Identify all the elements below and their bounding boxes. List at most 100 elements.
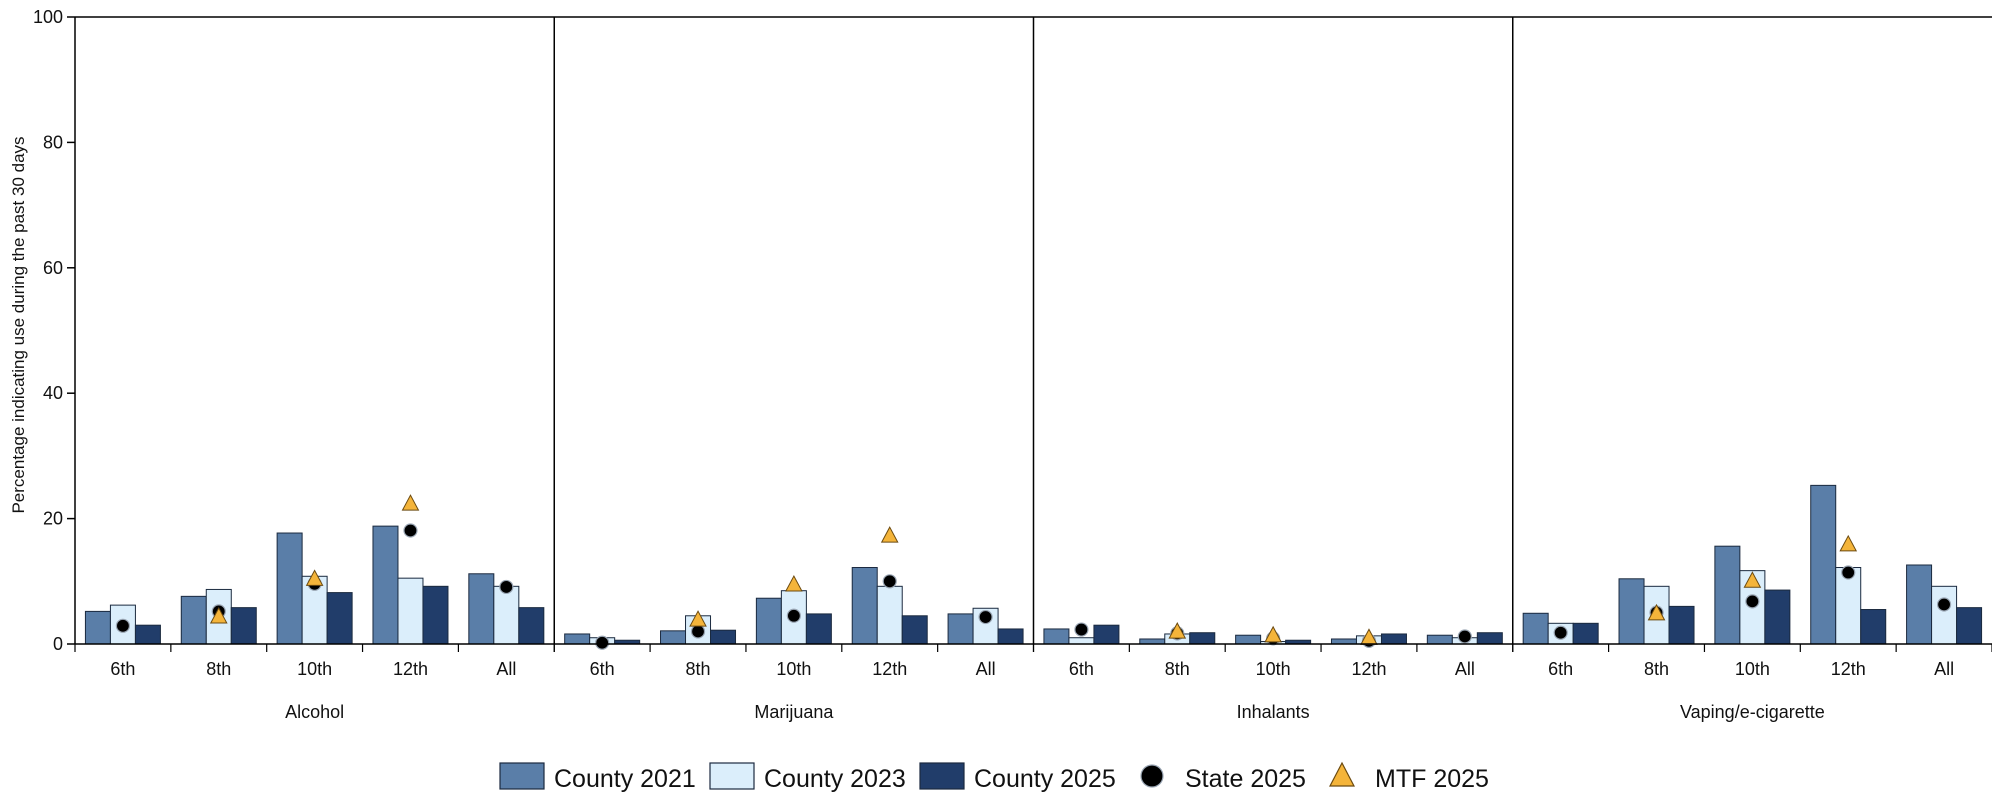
state-marker bbox=[978, 609, 993, 625]
grade-label: All bbox=[496, 659, 516, 679]
group-label: Alcohol bbox=[285, 702, 344, 722]
legend-label: County 2023 bbox=[764, 765, 906, 793]
bar bbox=[372, 525, 399, 645]
mtf-marker bbox=[689, 610, 707, 627]
state-marker bbox=[1553, 625, 1568, 640]
legend-swatch bbox=[499, 762, 545, 790]
bar bbox=[1668, 605, 1695, 645]
mtf-marker bbox=[785, 574, 803, 592]
state-marker bbox=[1841, 565, 1856, 580]
bar bbox=[84, 610, 111, 645]
grade-label: 6th bbox=[1069, 659, 1094, 679]
bar bbox=[901, 615, 928, 645]
axes-layer: 0 20 40 60 80 100 6th 8th 10th 12th All Alcohol 6th 8… bbox=[33, 7, 1992, 722]
legend-label: MTF 2025 bbox=[1375, 765, 1489, 793]
y-tick-label: 0 bbox=[53, 634, 63, 654]
state-marker bbox=[690, 624, 706, 639]
bar bbox=[422, 585, 449, 645]
bar bbox=[1714, 545, 1741, 645]
y-tick-label: 40 bbox=[43, 383, 63, 403]
mtf-marker bbox=[401, 494, 420, 511]
bar bbox=[276, 532, 303, 645]
grade-label: 8th bbox=[686, 659, 711, 679]
state-marker bbox=[1074, 622, 1089, 637]
grade-label: All bbox=[1934, 659, 1954, 679]
grade-label: 8th bbox=[1644, 659, 1669, 679]
bar bbox=[180, 595, 207, 645]
state-marker bbox=[403, 523, 418, 538]
grade-label: 10th bbox=[1735, 659, 1770, 679]
bar bbox=[326, 592, 353, 645]
mtf-marker bbox=[1647, 603, 1666, 621]
bar bbox=[1810, 484, 1837, 645]
state-marker bbox=[499, 579, 514, 595]
bar bbox=[710, 629, 737, 645]
bar bbox=[997, 628, 1024, 645]
grade-label: 10th bbox=[1256, 659, 1291, 679]
mtf-marker bbox=[1743, 571, 1762, 588]
y-axis-label: Percentage indicating use during the pas… bbox=[9, 136, 28, 513]
legend: County 2021 County 2023 County 2025 State 2… bbox=[499, 761, 1489, 793]
bar bbox=[1860, 609, 1887, 645]
state-marker bbox=[1745, 594, 1760, 609]
state-marker bbox=[595, 635, 610, 650]
group-label: Vaping/e-cigarette bbox=[1680, 702, 1825, 722]
bar bbox=[1093, 624, 1120, 645]
grade-label: 8th bbox=[206, 659, 231, 679]
bar bbox=[1764, 589, 1791, 645]
bar bbox=[947, 613, 974, 645]
bar bbox=[1956, 607, 1983, 645]
grade-label: 6th bbox=[1548, 659, 1573, 679]
grade-label: 12th bbox=[1831, 659, 1866, 679]
group-label: Marijuana bbox=[754, 702, 834, 722]
bar bbox=[1906, 564, 1933, 645]
bar bbox=[1235, 634, 1262, 645]
grade-label: 12th bbox=[393, 659, 428, 679]
legend-swatch bbox=[709, 762, 755, 790]
grade-label: 10th bbox=[776, 659, 811, 679]
mtf-marker bbox=[305, 569, 324, 586]
bar bbox=[851, 567, 878, 645]
state-marker bbox=[882, 574, 897, 589]
grade-label: 12th bbox=[872, 659, 907, 679]
bar bbox=[1426, 634, 1453, 645]
grade-label: All bbox=[976, 659, 996, 679]
bar bbox=[660, 630, 687, 645]
legend-label: County 2021 bbox=[554, 765, 696, 793]
group-label: Inhalants bbox=[1237, 702, 1310, 722]
bar bbox=[1330, 638, 1357, 645]
bar bbox=[1189, 632, 1216, 645]
legend-label: State 2025 bbox=[1185, 765, 1306, 793]
bar bbox=[1139, 638, 1166, 645]
plot-frame bbox=[75, 16, 1992, 644]
bar bbox=[1835, 567, 1862, 645]
bar bbox=[1618, 578, 1645, 645]
bar bbox=[134, 624, 161, 645]
y-tick-label: 60 bbox=[43, 258, 63, 278]
bar bbox=[397, 577, 424, 645]
y-tick-label: 20 bbox=[43, 509, 63, 529]
grade-label: 6th bbox=[590, 659, 615, 679]
bar bbox=[1476, 632, 1503, 645]
mtf-marker bbox=[1839, 534, 1858, 552]
bar bbox=[493, 585, 520, 645]
y-tick-label: 80 bbox=[43, 132, 63, 152]
legend-swatch bbox=[1140, 764, 1164, 788]
state-marker bbox=[115, 618, 131, 633]
legend-swatch bbox=[919, 762, 965, 790]
mtf-marker bbox=[1168, 622, 1187, 639]
grade-label: All bbox=[1455, 659, 1475, 679]
y-tick-label: 100 bbox=[33, 7, 63, 27]
state-marker bbox=[786, 608, 801, 623]
bar bbox=[1068, 637, 1095, 645]
bar bbox=[876, 585, 903, 645]
bar bbox=[1572, 622, 1599, 645]
bar bbox=[755, 597, 782, 645]
mtf-marker bbox=[1264, 625, 1282, 643]
bar bbox=[805, 613, 832, 645]
grade-label: 6th bbox=[110, 659, 135, 679]
grade-label: 12th bbox=[1351, 659, 1386, 679]
mtf-marker bbox=[880, 526, 899, 543]
